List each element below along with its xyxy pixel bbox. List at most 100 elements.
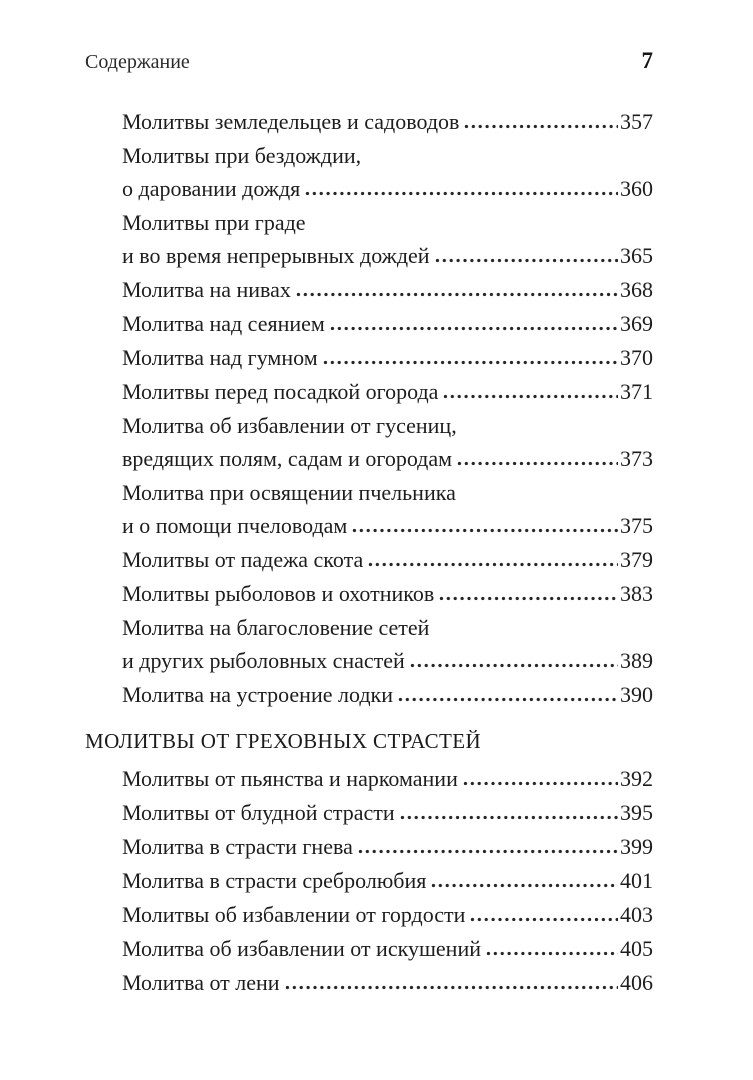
toc-entry-title: Молитвы земледельцев и садоводов [122,109,460,134]
toc-entry-page: 379 [620,547,653,572]
dot-leader [442,394,618,399]
toc-entry[interactable]: Молитвы перед посадкой огорода 371 [122,375,653,408]
toc-entry-title: Молитва над сеянием [122,311,325,336]
toc-entry-page: 375 [620,513,653,538]
toc-entry[interactable]: Молитва на нивах 368 [122,273,653,306]
toc-entry-page: 392 [620,766,653,791]
toc-entry[interactable]: Молитва при освящении пчельника и о помощ… [122,476,653,542]
dot-leader [367,562,618,567]
toc-entry-line: Молитва об избавлении от гусениц, [122,413,457,438]
dot-leader [283,985,618,990]
toc-entry[interactable]: Молитва над сеянием 369 [122,307,653,340]
dot-leader [321,360,618,365]
toc-entry[interactable]: Молитвы об избавлении от гордости 403 [122,898,653,931]
toc-entry-page: 406 [620,970,653,995]
toc-entry-title: Молитва в страсти сребролюбия [122,868,427,893]
toc-entry[interactable]: Молитва об избавлении от искушений 405 [122,932,653,965]
toc-entry[interactable]: Молитвы от пьянства и наркомании 392 [122,762,653,795]
toc-entry-line: и во время непрерывных дождей 365 [122,239,653,272]
toc-entry[interactable]: Молитва над гумном 370 [122,341,653,374]
dot-leader [461,781,618,786]
toc-entry[interactable]: Молитва в страсти сребролюбия 401 [122,864,653,897]
toc-entry-line: Молитва на нивах 368 [122,273,653,306]
toc-entry-group: Молитвы от пьянства и наркомании 392 Молит… [85,762,653,999]
toc-entry-page: 403 [620,902,653,927]
toc-entry-title: Молитва на устроение лодки [122,682,393,707]
toc-entry-title: Молитвы от пьянства и наркомании [122,766,458,791]
toc-entry-line: Молитвы земледельцев и садоводов 357 [122,105,653,138]
toc-entry-title: Молитвы рыболовов и охотников [122,581,435,606]
toc-entry-title: и о помощи пчеловодам [122,513,348,538]
toc-entry-title: Молитва на нивах [122,277,291,302]
toc-entry-line: Молитвы от падежа скота 379 [122,543,653,576]
toc-entry-title: Молитвы от блудной страсти [122,800,395,825]
page-number: 7 [641,48,654,73]
toc-entry[interactable]: Молитвы рыболовов и охотников 383 [122,577,653,610]
running-header: Содержание 7 [85,48,653,75]
toc-entry[interactable]: Молитвы от блудной страсти 395 [122,796,653,829]
toc-entry-line: Молитва на благословение сетей [122,615,430,640]
dot-leader [408,663,618,668]
dot-leader [304,191,618,196]
toc-entry[interactable]: Молитвы земледельцев и садоводов 357 [122,105,653,138]
dot-leader [430,883,618,888]
toc-entry-line: Молитва над сеянием 369 [122,307,653,340]
toc-entry-page: 369 [620,311,653,336]
dot-leader [463,124,618,129]
toc-entry-title: Молитвы от падежа скота [122,547,364,572]
toc-entry-page: 401 [620,868,653,893]
toc-entry-line: и о помощи пчеловодам 375 [122,509,653,542]
toc-entry-title: Молитва в страсти гнева [122,834,353,859]
dot-leader [456,461,618,466]
toc-entry[interactable]: Молитва на благословение сетей и других р… [122,611,653,677]
toc-entry-page: 373 [620,446,653,471]
toc-entry-line: Молитва при освящении пчельника [122,480,456,505]
toc-entry-line: Молитвы от пьянства и наркомании 392 [122,762,653,795]
toc-entry-page: 390 [620,682,653,707]
toc-entry-page: 389 [620,648,653,673]
toc-entry-line: Молитвы от блудной страсти 395 [122,796,653,829]
dot-leader [433,258,618,263]
toc-entry[interactable]: Молитвы при граде и во время непрерывных … [122,206,653,272]
dot-leader [396,697,618,702]
dot-leader [438,596,618,601]
toc-entry-line: и других рыболовных снастей 389 [122,644,653,677]
toc-entry-title: и других рыболовных снастей [122,648,405,673]
toc-entry-page: 357 [620,109,653,134]
toc-entry-page: 395 [620,800,653,825]
toc-entry[interactable]: Молитвы при бездождии, о даровании дождя 3… [122,139,653,205]
toc-entry-page: 399 [620,834,653,859]
toc-entry[interactable]: Молитва об избавлении от гусениц, вредящи… [122,409,653,475]
dot-leader [398,815,618,820]
toc-entry-group: Молитвы земледельцев и садоводов 357 Молит… [85,105,653,711]
toc-entry-title: Молитвы перед посадкой огорода [122,379,439,404]
toc-entry-title: Молитва над гумном [122,345,318,370]
toc-entry-title: вредящих полям, садам и огородам [122,446,453,471]
toc-entry-page: 405 [620,936,653,961]
toc-entry-line: Молитва над гумном 370 [122,341,653,374]
toc-entry-title: о даровании дождя [122,176,301,201]
toc-entry-line: Молитвы рыболовов и охотников 383 [122,577,653,610]
toc-entry-page: 371 [620,379,653,404]
toc-entry-page: 368 [620,277,653,302]
toc-entry-page: 365 [620,243,653,268]
toc-entry[interactable]: Молитва от лени 406 [122,966,653,999]
toc-entry-line: Молитва от лени 406 [122,966,653,999]
toc-entry-title: и во время непрерывных дождей [122,243,430,268]
dot-leader [328,326,618,331]
toc-entry[interactable]: Молитвы от падежа скота 379 [122,543,653,576]
running-header-title: Содержание [85,51,190,73]
dot-leader [469,917,618,922]
toc-entry[interactable]: Молитва в страсти гнева 399 [122,830,653,863]
toc-entry-line: Молитвы при граде [122,210,306,235]
toc-entry-title: Молитва об избавлении от искушений [122,936,481,961]
dot-leader [294,292,618,297]
dot-leader [356,849,618,854]
toc-entry-line: Молитвы об избавлении от гордости 403 [122,898,653,931]
toc-entry-title: Молитва от лени [122,970,280,995]
toc-entry[interactable]: Молитва на устроение лодки 390 [122,678,653,711]
dot-leader [351,528,618,533]
dot-leader [485,951,618,956]
section-heading: МОЛИТВЫ ОТ ГРЕХОВНЫХ СТРАСТЕЙ [85,729,482,753]
